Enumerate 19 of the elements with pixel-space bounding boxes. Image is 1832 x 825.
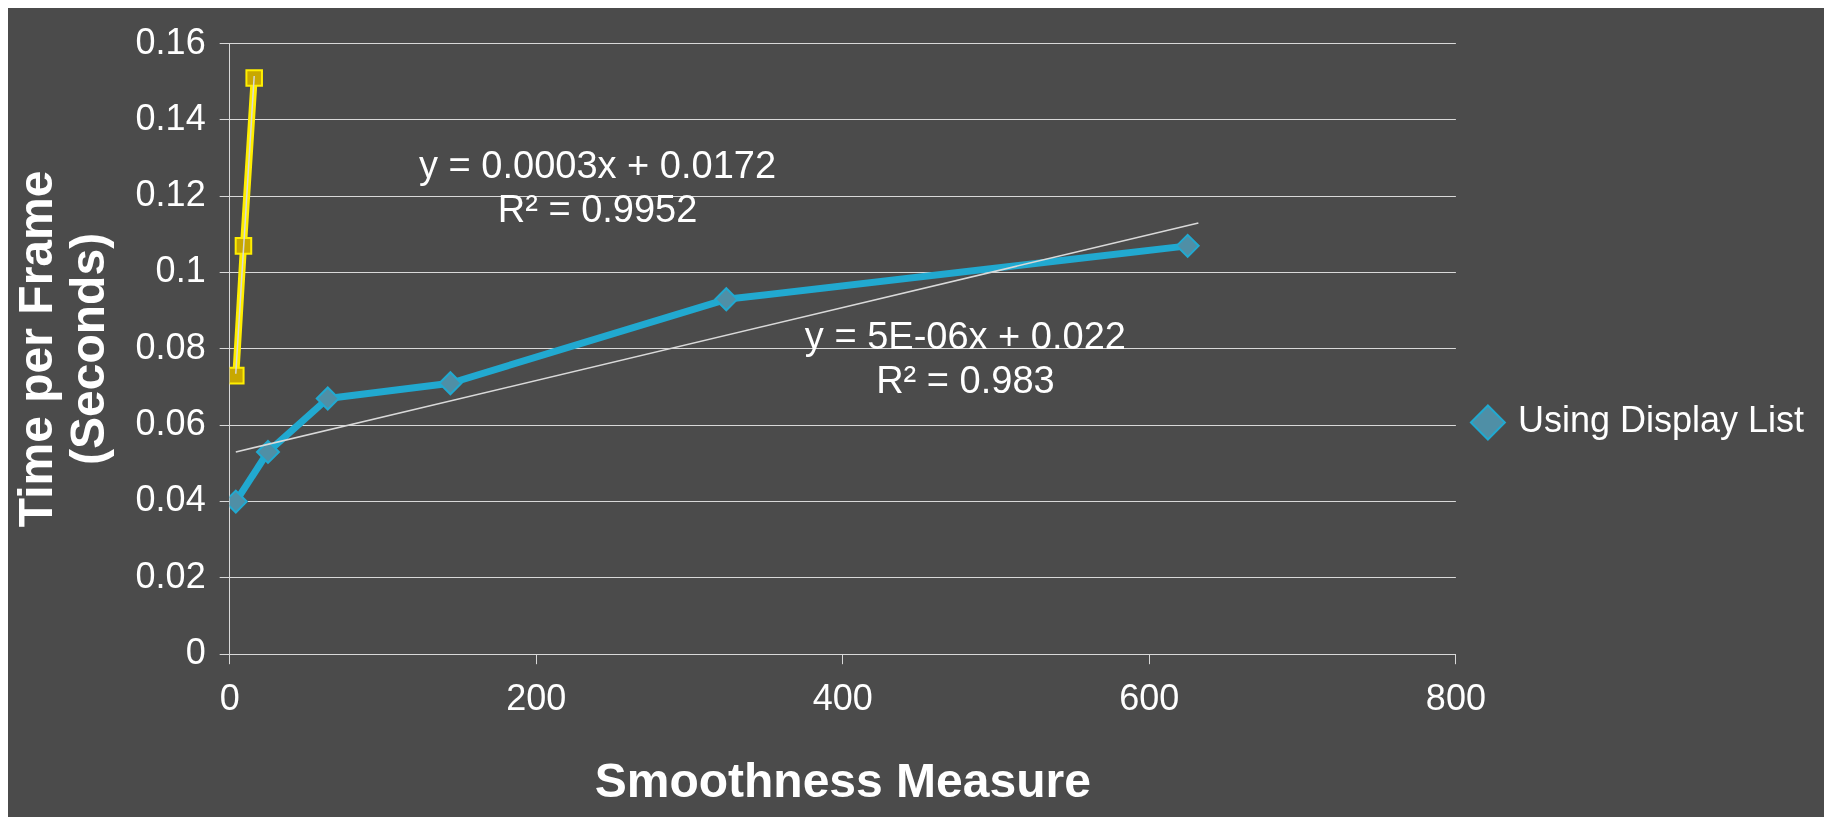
y-tick-label: 0.12 (135, 173, 206, 215)
annotation: y = 5E-06x + 0.022 R² = 0.983 (804, 314, 1126, 401)
annotation: y = 0.0003x + 0.0172 R² = 0.9952 (419, 143, 777, 230)
x-tick-label: 0 (219, 676, 240, 718)
y-axis-title: Time per Frame (Seconds) (8, 170, 115, 528)
y-tick-label: 0.1 (155, 249, 206, 291)
legend-label: Using Display List (1517, 399, 1805, 441)
x-axis-title: Smoothness Measure (594, 754, 1091, 808)
y-tick-label: 0.06 (135, 402, 206, 444)
x-tick-label: 800 (1425, 676, 1486, 718)
x-tick-label: 200 (506, 676, 567, 718)
x-tick-label: 400 (812, 676, 873, 718)
y-tick-label: 0.14 (135, 96, 206, 138)
y-tick-label: 0.08 (135, 325, 206, 367)
y-tick-label: 0 (185, 631, 206, 673)
y-tick-label: 0.04 (135, 478, 206, 520)
x-tick-label: 600 (1119, 676, 1180, 718)
y-tick-label: 0.16 (135, 20, 206, 62)
y-tick-label: 0.02 (135, 554, 206, 596)
